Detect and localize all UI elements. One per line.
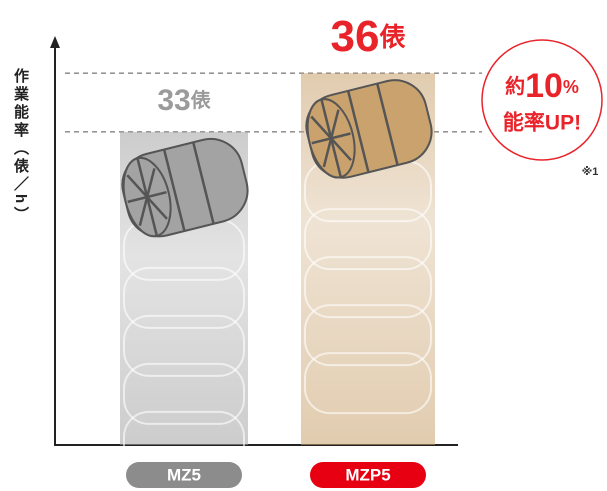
bale-ghost — [304, 256, 432, 319]
badge-line1: 約10% — [505, 67, 579, 105]
bale — [121, 137, 249, 238]
y-axis-label: 作業能率（俵／h） — [12, 68, 29, 225]
badge-prefix: 約 — [505, 74, 525, 98]
value-label: 36俵 — [331, 12, 407, 61]
bale-ghost — [304, 352, 432, 415]
badge-unit: % — [563, 77, 579, 97]
bale-ghost — [123, 314, 245, 377]
y-axis-arrow — [50, 36, 60, 48]
bale-rope — [192, 141, 215, 225]
category-pill — [310, 462, 426, 488]
bale-rope — [138, 168, 156, 226]
bale-ghost — [123, 362, 245, 425]
badge-circle — [481, 39, 603, 161]
bale-ghost — [304, 304, 432, 367]
x-tick-label: MZP5 — [345, 465, 390, 484]
badge-text: 能率UP! — [503, 111, 581, 135]
value-unit: 俵 — [379, 22, 406, 52]
value-unit: 俵 — [191, 88, 212, 112]
value-number: 33 — [157, 84, 190, 117]
badge: 約10% 能率UP! — [481, 39, 603, 161]
bale-rope — [322, 109, 340, 168]
badge-value: 10 — [525, 67, 563, 105]
footnote: ※1 — [582, 166, 599, 178]
bale-rope — [346, 90, 370, 173]
category-pill — [126, 462, 242, 488]
bale-ghost — [123, 266, 245, 329]
bale-rope — [162, 149, 186, 232]
bale-rope — [376, 83, 399, 166]
x-tick-label: MZ5 — [167, 465, 201, 484]
bale — [305, 79, 433, 179]
value-label: 33俵 — [157, 84, 211, 117]
value-number: 36 — [331, 12, 380, 61]
bale-ghost — [304, 208, 432, 271]
